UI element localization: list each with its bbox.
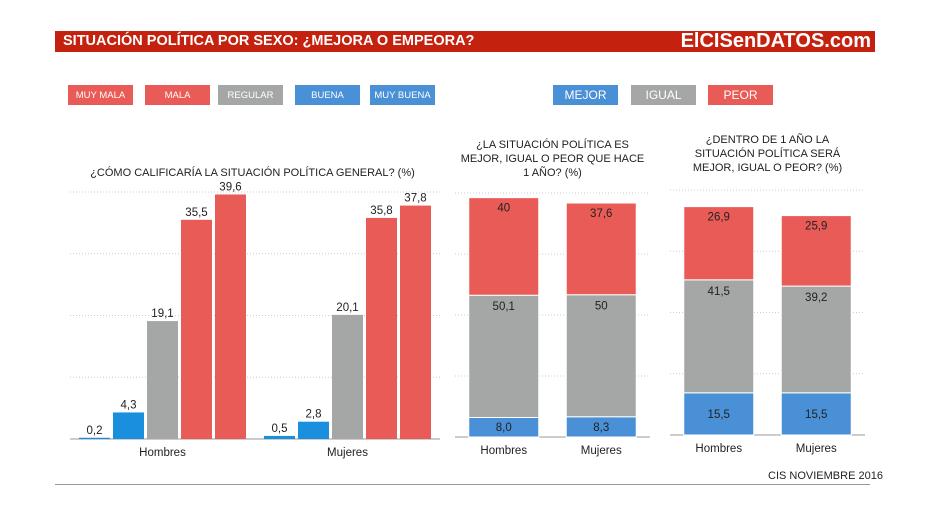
bar-segment	[468, 294, 540, 418]
data-label: 35,5	[185, 207, 207, 219]
data-label: 37,6	[590, 208, 612, 220]
data-label: 0,5	[272, 423, 288, 435]
data-label: 50,1	[493, 301, 515, 313]
legend-item: REGULAR	[218, 85, 283, 105]
data-label: 8,0	[496, 422, 512, 434]
source-note: CIS NOVIEMBRE 2016	[768, 470, 883, 482]
bar	[366, 217, 397, 439]
data-label: 19,1	[151, 308, 173, 320]
x-tick-label: Mujeres	[796, 443, 837, 455]
data-label: 4,3	[121, 399, 137, 411]
bar	[181, 219, 212, 439]
data-label: 35,8	[370, 205, 392, 217]
bar-segment	[683, 279, 755, 394]
bar-segment	[780, 392, 852, 436]
bar	[400, 205, 431, 439]
page-title: SITUACIÓN POLÍTICA POR SEXO: ¿MEJORA O E…	[63, 33, 475, 49]
bar	[79, 437, 110, 439]
footer-divider	[55, 484, 870, 485]
bar	[264, 435, 295, 439]
chart3-title: ¿DENTRO DE 1 AÑO LA SITUACIÓN POLÍTICA S…	[692, 134, 843, 174]
data-label: 41,5	[708, 286, 730, 298]
data-label: 8,3	[593, 422, 609, 434]
x-tick-label: Mujeres	[327, 447, 368, 459]
legend-item: MEJOR	[553, 85, 618, 105]
x-tick-label: Hombres	[480, 445, 527, 457]
legend-item: MALA	[145, 85, 210, 105]
legend-item: PEOR	[708, 85, 773, 105]
chart2-title: ¿LA SITUACIÓN POLÍTICA ES MEJOR, IGUAL O…	[460, 139, 645, 179]
x-tick-label: Hombres	[695, 443, 742, 455]
legend-item: IGUAL	[631, 85, 696, 105]
bar	[332, 314, 363, 439]
data-label: 15,5	[708, 409, 730, 421]
bar-segment	[468, 197, 540, 296]
bar-segment	[780, 215, 852, 287]
bar	[147, 321, 178, 439]
bar-segment	[683, 392, 755, 436]
brand-logo: ElCISenDATOS.com	[680, 30, 871, 52]
x-tick-label: Hombres	[139, 447, 186, 459]
data-label: 50	[595, 301, 608, 313]
legend-item: BUENA	[295, 85, 360, 105]
data-label: 0,2	[87, 425, 103, 437]
bar	[215, 194, 246, 439]
data-label: 39,2	[805, 292, 827, 304]
data-label: 2,8	[306, 409, 322, 421]
legend-item: MUY MALA	[68, 85, 133, 105]
data-label: 25,9	[805, 221, 827, 233]
bar-segment	[780, 285, 852, 394]
data-label: 37,8	[404, 193, 426, 205]
chart1-title: ¿CÓMO CALIFICARÍA LA SITUACIÓN POLÍTICA …	[90, 167, 415, 179]
bar-segment	[565, 202, 637, 296]
bar-segment	[565, 294, 637, 418]
data-label: 39,6	[219, 181, 241, 193]
x-tick-label: Mujeres	[581, 445, 622, 457]
data-label: 40	[497, 203, 510, 215]
data-label: 20,1	[336, 302, 358, 314]
header-banner: SITUACIÓN POLÍTICA POR SEXO: ¿MEJORA O E…	[55, 30, 875, 52]
data-label: 15,5	[805, 409, 827, 421]
legend-item: MUY BUENA	[370, 85, 435, 105]
bar	[298, 421, 329, 439]
bar	[113, 412, 144, 439]
data-label: 26,9	[708, 212, 730, 224]
bar-segment	[683, 206, 755, 281]
